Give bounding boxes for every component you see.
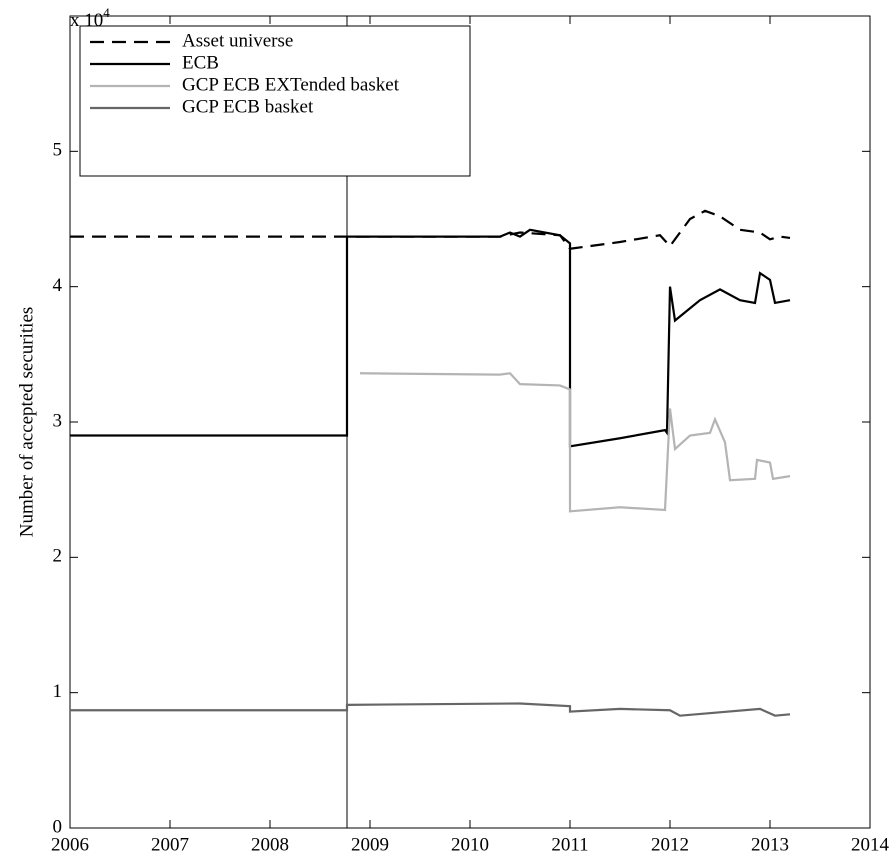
series-line [359, 372, 791, 513]
series-line [70, 228, 791, 448]
legend-label: GCP ECB basket [182, 96, 314, 117]
x-tick-label: 2014 [851, 834, 890, 855]
y-tick-label: 5 [53, 140, 63, 161]
y-axis-label: Number of accepted securities [16, 307, 37, 538]
legend-label: Asset universe [182, 30, 293, 51]
x-tick-label: 2006 [51, 834, 89, 855]
y-tick-label: 1 [53, 681, 63, 702]
y-tick-label: 3 [53, 410, 63, 431]
series-line [70, 702, 791, 717]
x-tick-label: 2009 [351, 834, 389, 855]
legend-label: GCP ECB EXTended basket [182, 74, 400, 95]
x-tick-label: 2013 [751, 834, 789, 855]
legend-box [79, 25, 471, 177]
x-tick-label: 2007 [151, 834, 189, 855]
x-tick-label: 2011 [551, 834, 588, 855]
y-tick-label: 0 [53, 816, 63, 837]
y-tick-label: 4 [53, 275, 63, 296]
x-tick-label: 2008 [251, 834, 289, 855]
y-tick-label: 2 [53, 546, 63, 567]
series-line [70, 209, 791, 250]
legend-label: ECB [182, 52, 219, 73]
x-tick-label: 2010 [451, 834, 489, 855]
x-tick-label: 2012 [651, 834, 689, 855]
